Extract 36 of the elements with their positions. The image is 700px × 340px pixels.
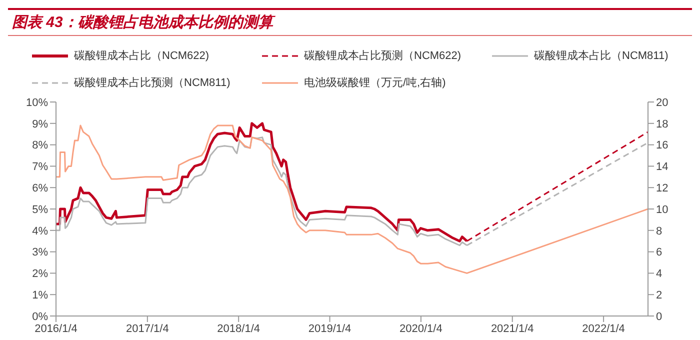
y-tick-label: 6% bbox=[32, 182, 48, 195]
y2-tick-label: 10 bbox=[656, 204, 668, 216]
y2-tick-label: 12 bbox=[656, 182, 668, 195]
x-tick-label: 2016/1/4 bbox=[34, 322, 78, 335]
y-tick-label: 0% bbox=[32, 310, 48, 323]
legend-label: 碳酸锂成本占比预测（NCM811) bbox=[74, 76, 230, 90]
y2-tick-label: 6 bbox=[656, 246, 662, 259]
x-tick-label: 2022/1/4 bbox=[582, 322, 625, 335]
y2-tick-label: 14 bbox=[656, 161, 668, 174]
x-tick-label: 2018/1/4 bbox=[217, 322, 260, 335]
y-tick-label: 10% bbox=[26, 96, 48, 109]
y-tick-label: 4% bbox=[32, 225, 48, 238]
y2-tick-label: 18 bbox=[656, 118, 668, 130]
y-tick-label: 5% bbox=[32, 204, 48, 216]
y2-tick-label: 20 bbox=[656, 96, 668, 109]
y2-tick-label: 0 bbox=[656, 310, 662, 323]
y2-tick-label: 4 bbox=[656, 268, 662, 280]
legend-label: 电池级碳酸锂（万元/吨,右轴) bbox=[304, 76, 446, 90]
y2-tick-label: 2 bbox=[656, 290, 662, 302]
chart-title: 图表 43：碳酸锂占电池成本比例的测算 bbox=[8, 8, 692, 36]
y-tick-label: 7% bbox=[32, 161, 48, 174]
y2-tick-label: 16 bbox=[656, 140, 668, 152]
y-tick-label: 2% bbox=[32, 268, 48, 280]
y-tick-label: 8% bbox=[32, 140, 48, 152]
x-tick-label: 2021/1/4 bbox=[490, 322, 534, 335]
x-tick-label: 2020/1/4 bbox=[400, 322, 442, 335]
legend-label: 碳酸锂成本占比（NCM622) bbox=[74, 49, 210, 63]
y2-tick-label: 8 bbox=[656, 225, 662, 238]
legend-label: 碳酸锂成本占比预测（NCM622) bbox=[304, 49, 462, 63]
legend-label: 碳酸锂成本占比（NCM811) bbox=[534, 49, 668, 63]
line-series bbox=[56, 124, 648, 274]
x-tick-label: 2017/1/4 bbox=[126, 322, 169, 335]
y-tick-label: 1% bbox=[32, 290, 48, 302]
y-tick-label: 3% bbox=[32, 246, 48, 259]
y-tick-label: 9% bbox=[32, 118, 48, 130]
x-tick-label: 2019/1/4 bbox=[308, 322, 352, 335]
